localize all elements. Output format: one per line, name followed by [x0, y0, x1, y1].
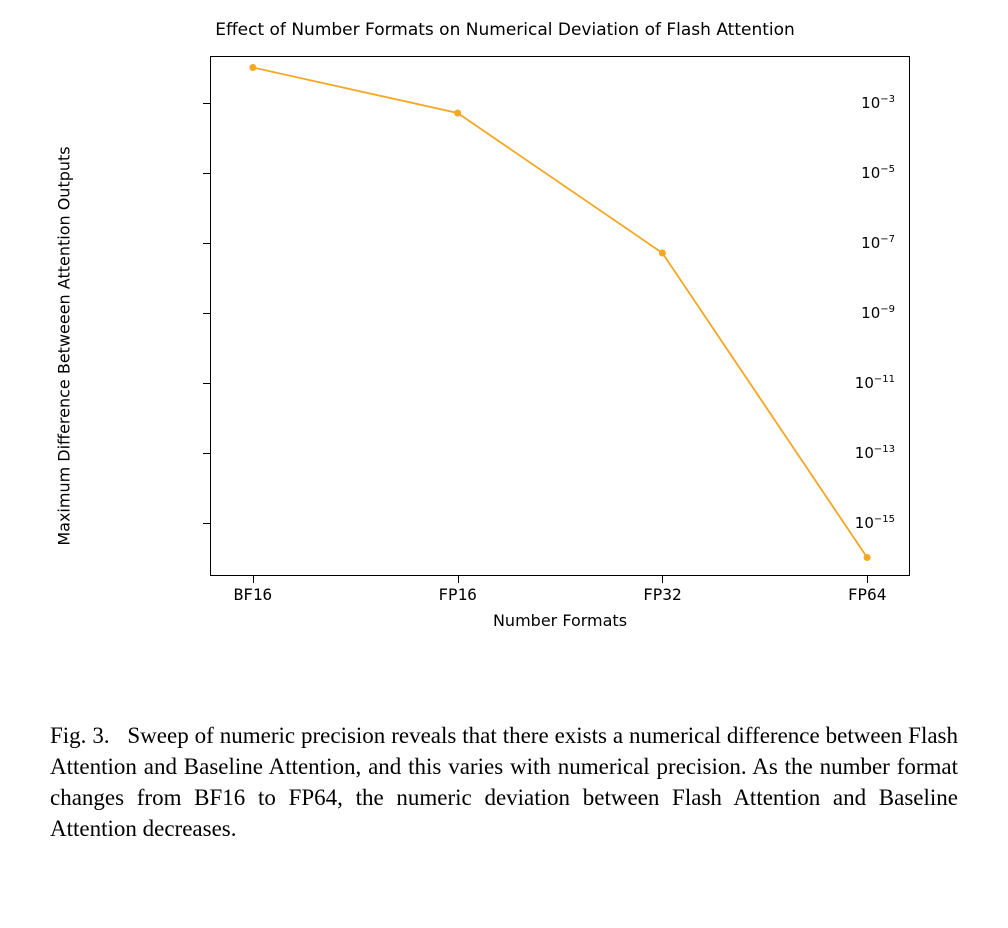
y-tick	[203, 173, 211, 174]
y-tick-label: 10−15	[855, 514, 895, 532]
y-tick	[203, 523, 211, 524]
y-tick-label: 10−3	[861, 94, 895, 112]
y-tick	[203, 103, 211, 104]
x-tick-label: FP64	[848, 585, 887, 604]
x-tick	[662, 575, 663, 583]
chart-title: Effect of Number Formats on Numerical De…	[70, 20, 940, 40]
data-point-marker	[864, 554, 871, 561]
y-tick	[203, 243, 211, 244]
y-tick-label: 10−5	[861, 164, 895, 182]
plot-wrapper: Maximum Difference Betweeen Attention Ou…	[70, 46, 940, 646]
y-tick-label: 10−11	[855, 374, 895, 392]
series-line	[253, 68, 867, 558]
line-series	[211, 57, 909, 575]
y-tick	[203, 453, 211, 454]
x-tick-label: FP16	[438, 585, 477, 604]
caption-prefix: Fig. 3.	[50, 723, 110, 748]
y-tick-label: 10−13	[855, 444, 895, 462]
data-point-marker	[659, 250, 666, 257]
page: Effect of Number Formats on Numerical De…	[0, 0, 1008, 928]
y-tick-label: 10−9	[861, 304, 895, 322]
data-point-marker	[249, 64, 256, 71]
x-tick-label: FP32	[643, 585, 682, 604]
y-tick	[203, 383, 211, 384]
y-axis-label: Maximum Difference Betweeen Attention Ou…	[55, 146, 74, 545]
y-tick	[203, 313, 211, 314]
x-axis-label: Number Formats	[493, 611, 627, 630]
x-tick	[253, 575, 254, 583]
chart: Effect of Number Formats on Numerical De…	[70, 20, 940, 680]
data-point-marker	[454, 110, 461, 117]
x-tick	[867, 575, 868, 583]
figure-caption: Fig. 3. Sweep of numeric precision revea…	[50, 720, 958, 844]
x-tick	[458, 575, 459, 583]
plot-area: Number Formats 10−310−510−710−910−1110−1…	[210, 56, 910, 576]
caption-text: Sweep of numeric precision reveals that …	[50, 723, 958, 841]
x-tick-label: BF16	[234, 585, 273, 604]
y-tick-label: 10−7	[861, 234, 895, 252]
